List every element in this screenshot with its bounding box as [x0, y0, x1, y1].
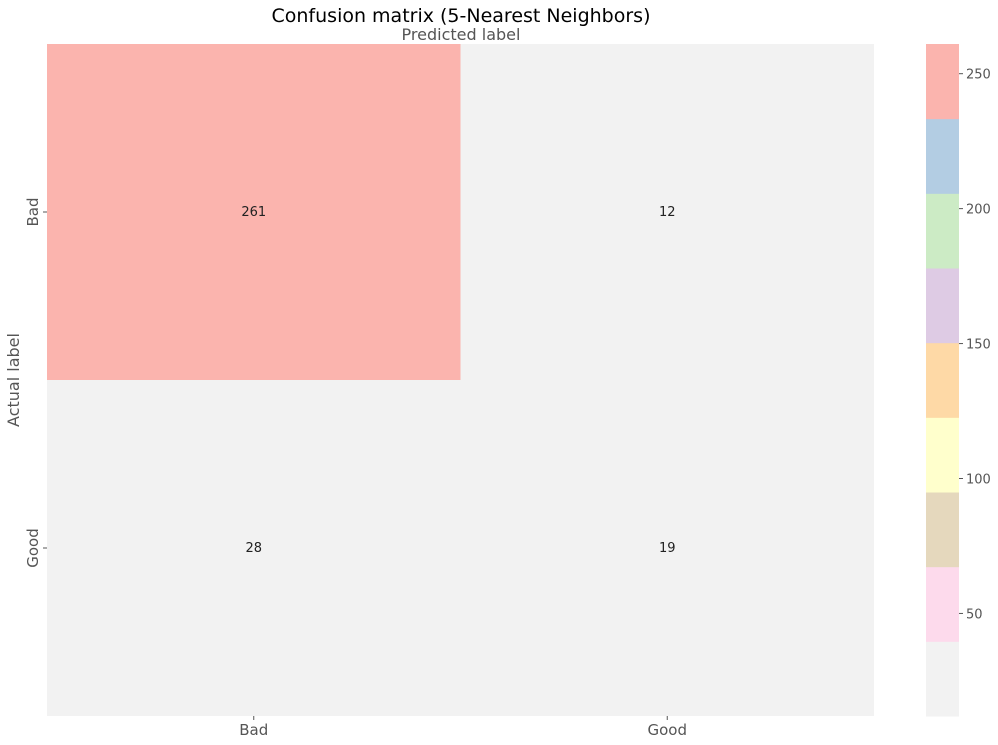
colorbar-bin	[926, 44, 959, 120]
colorbar-bin	[926, 641, 959, 717]
cell-value-label: 28	[245, 541, 262, 556]
cell-value-labels: 261 12 28 19	[241, 205, 675, 556]
cell-value-label: 12	[659, 205, 676, 220]
x-axis-ticks: Bad Good	[239, 716, 687, 739]
colorbar-tick-label: 150	[966, 338, 991, 353]
colorbar-bin	[926, 492, 959, 568]
colorbar-tick-label: 200	[966, 203, 991, 218]
colorbar-tick-label: 100	[966, 473, 991, 488]
cell-value-label: 261	[241, 205, 266, 220]
y-tick-label: Good	[24, 528, 42, 568]
heatmap-cells	[47, 44, 874, 716]
colorbar-bin	[926, 566, 959, 642]
y-axis-label: Actual label	[4, 333, 23, 427]
y-axis-ticks: Bad Good	[24, 197, 47, 568]
heatmap-cell-good-bad	[47, 380, 461, 716]
colorbar: 50 100 150 200 250	[926, 44, 991, 717]
x-axis-label: Predicted label	[402, 25, 521, 44]
heatmap-cell-good-good	[460, 380, 874, 716]
colorbar-bin	[926, 268, 959, 344]
colorbar-bin	[926, 417, 959, 493]
cell-value-label: 19	[659, 541, 676, 556]
chart-title: Confusion matrix (5-Nearest Neighbors)	[272, 5, 651, 27]
heatmap-cell-bad-good	[460, 44, 874, 380]
colorbar-bin	[926, 118, 959, 194]
colorbar-bin	[926, 193, 959, 269]
y-tick-label: Bad	[24, 197, 42, 226]
colorbar-tick-label: 250	[966, 68, 991, 83]
x-tick-label: Bad	[239, 721, 268, 739]
heatmap-cell-bad-bad	[47, 44, 461, 380]
colorbar-tick-label: 50	[966, 607, 983, 622]
colorbar-bin	[926, 342, 959, 418]
x-tick-label: Good	[648, 721, 688, 739]
